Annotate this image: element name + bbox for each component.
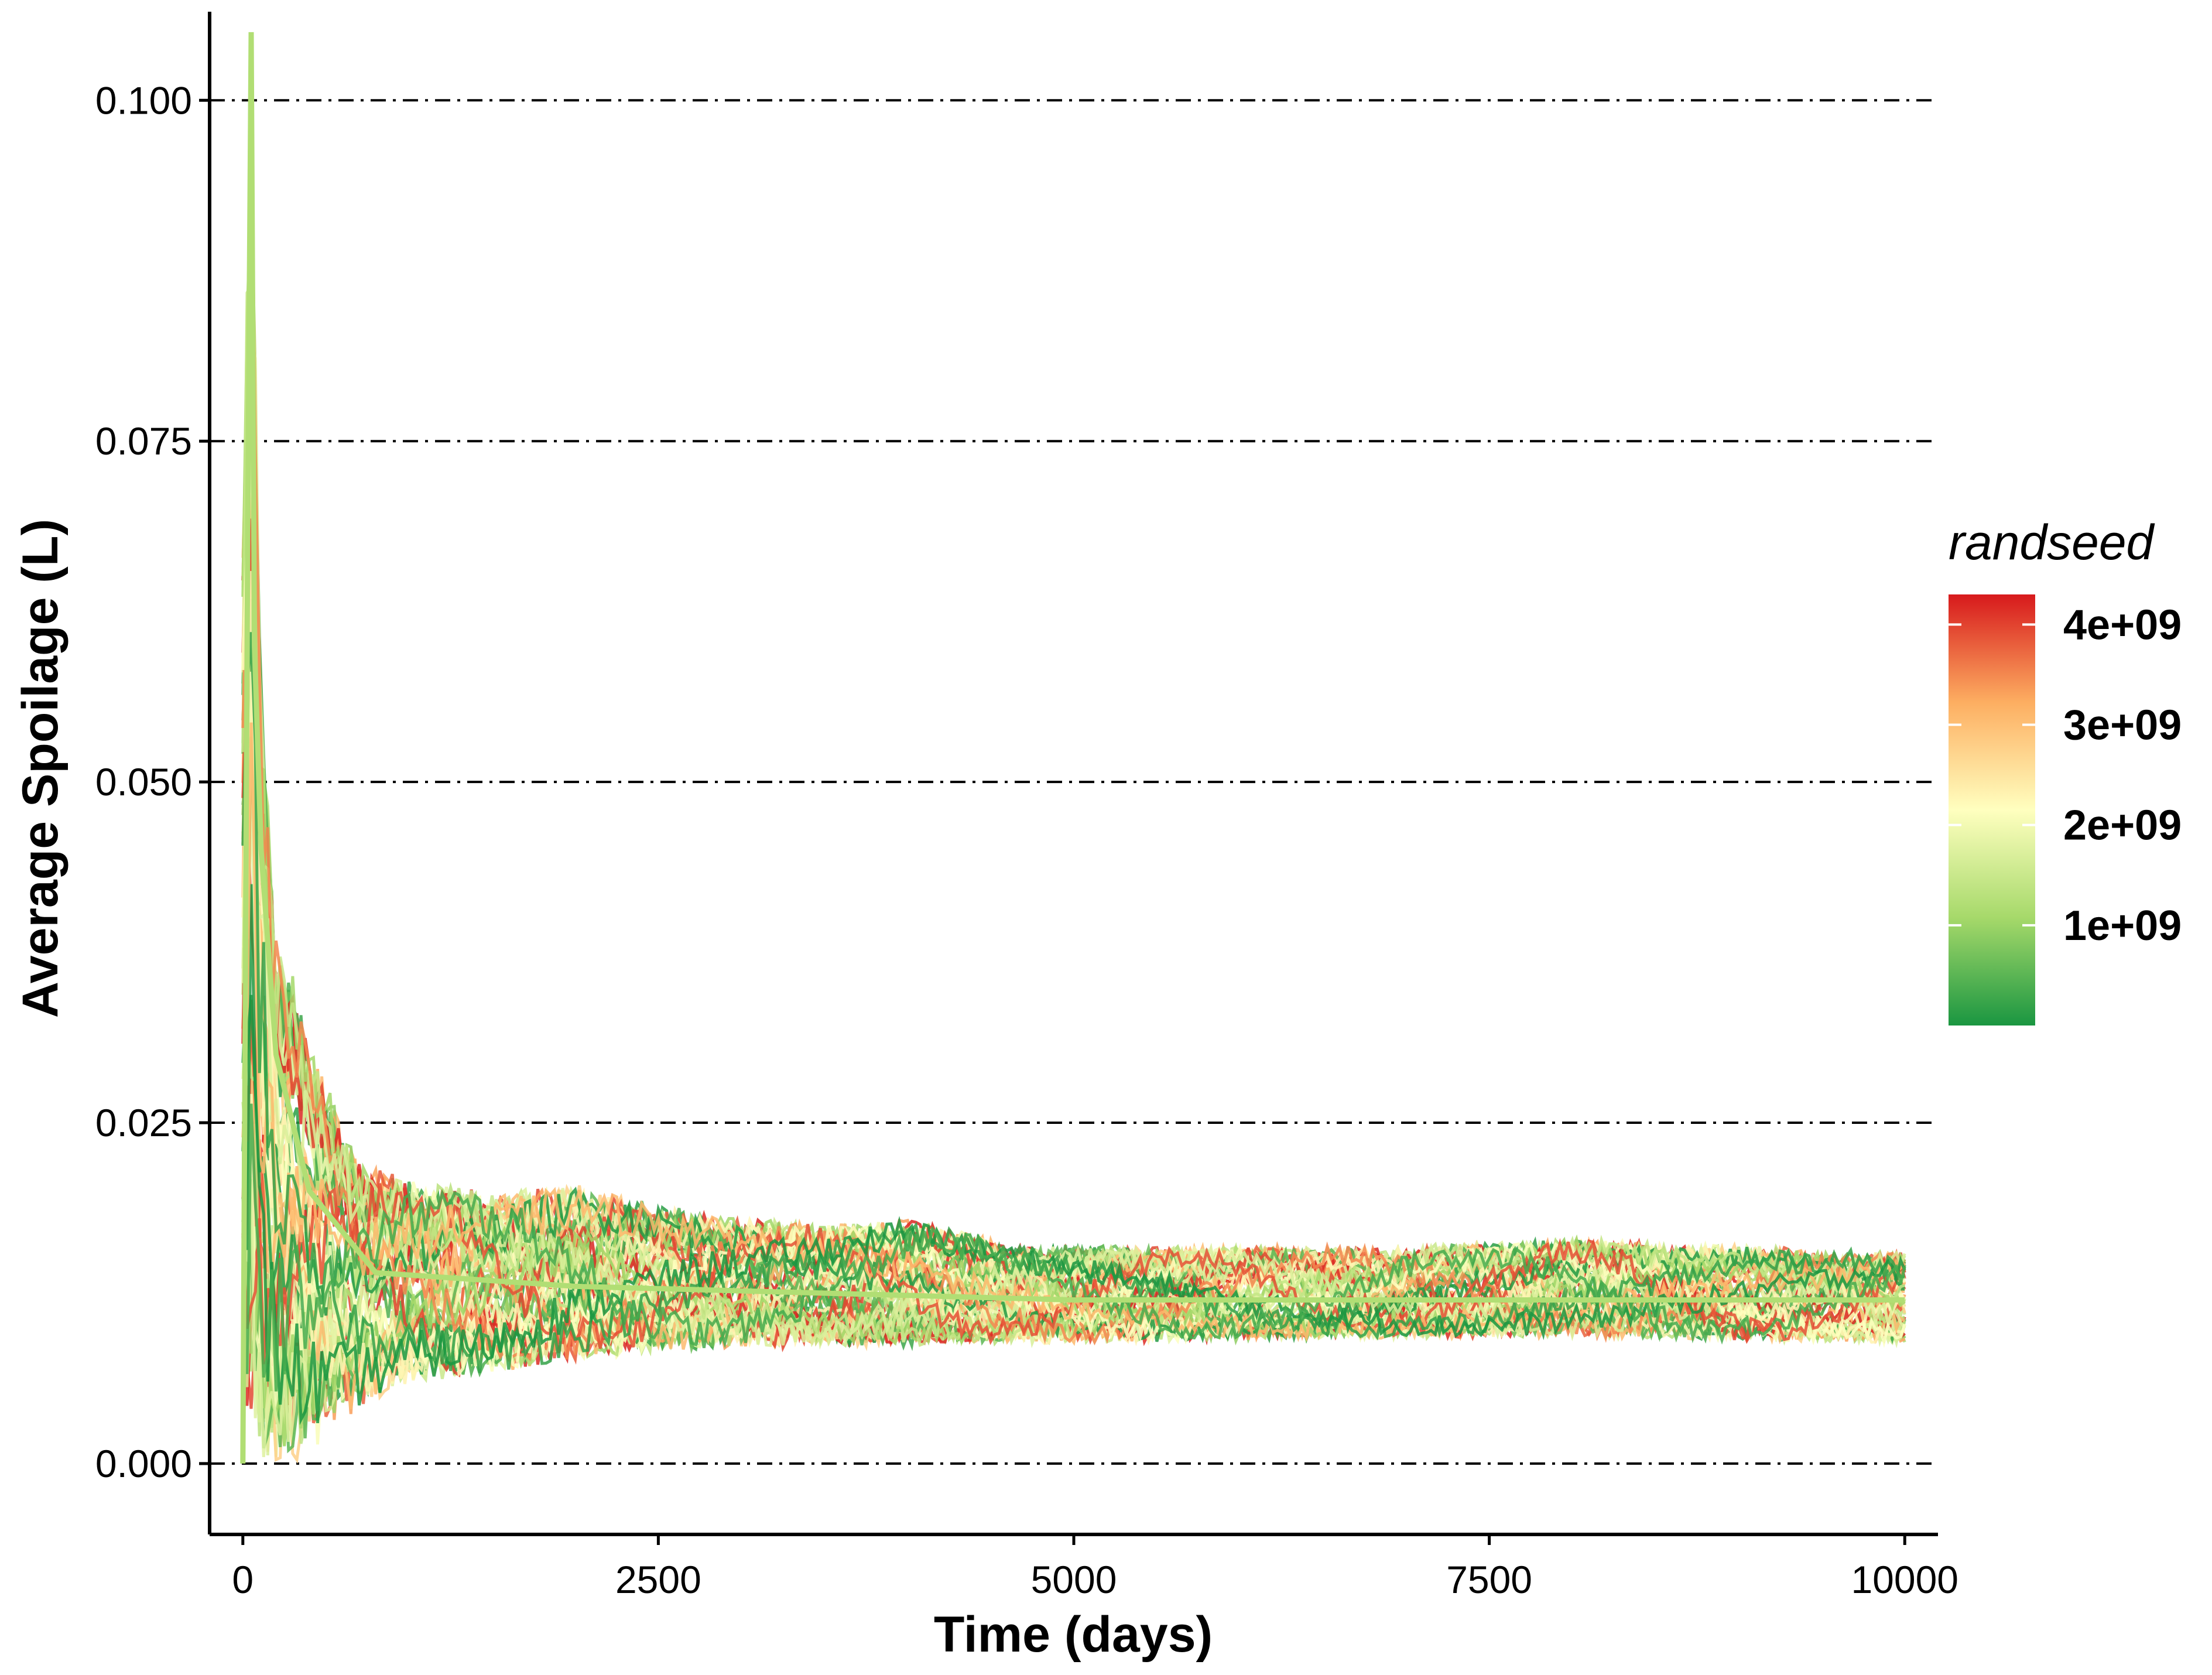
y-tick-label: 0.100 [95,78,192,122]
x-tick-label: 10000 [1851,1558,1958,1601]
legend-title: randseed [1949,515,2155,570]
series-line [241,283,1905,1347]
x-tick-label: 2500 [615,1558,701,1601]
y-tick-label: 0.050 [95,760,192,804]
series-line [241,232,1906,1362]
x-tick-label: 0 [232,1558,254,1601]
colorbar-legend: randseed 1e+09 2e+09 3e+09 4e+09 [1949,515,2182,1025]
colorbar-label: 2e+09 [2063,802,2182,849]
series-line [241,77,1906,1362]
x-tick-label: 7500 [1446,1558,1532,1601]
colorbar-label: 4e+09 [2063,601,2182,648]
y-tick-label: 0.025 [95,1101,192,1144]
x-tick-label: 5000 [1031,1558,1117,1601]
series-line [241,271,1905,1355]
y-tick-label: 0.075 [95,419,192,463]
colorbar-ticks: 1e+09 2e+09 3e+09 4e+09 [1949,601,2182,949]
colorbar-label: 3e+09 [2063,702,2182,749]
tick-labels: 0.000 0.025 0.050 0.075 0.100 0 2500 5000 7500 10… [95,78,1958,1601]
series-line [241,192,1906,1369]
colorbar-label: 1e+09 [2063,903,2182,949]
series-line [241,994,1906,1426]
series-lines [240,32,1906,1464]
y-tick-label: 0.000 [95,1442,192,1485]
series-line [241,114,1906,1364]
series-line [240,32,1905,1464]
series-line [241,173,1906,1346]
x-axis-title: Time (days) [934,1606,1213,1663]
series-line [241,334,1906,1349]
y-axis-title: Average Spoilage (L) [12,519,69,1018]
series-line [241,191,1906,1346]
colorbar [1949,594,2035,1025]
gridlines [210,99,1938,1465]
